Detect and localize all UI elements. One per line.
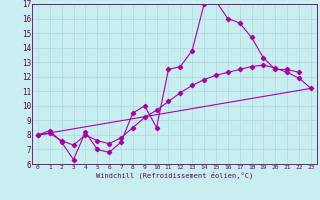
X-axis label: Windchill (Refroidissement éolien,°C): Windchill (Refroidissement éolien,°C) bbox=[96, 171, 253, 179]
